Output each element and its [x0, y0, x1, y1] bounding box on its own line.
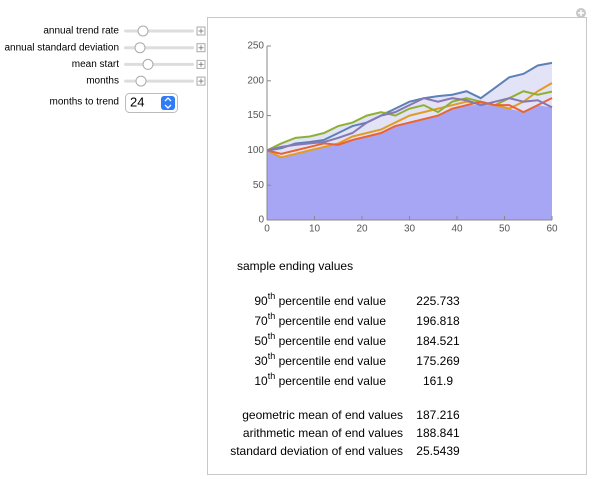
slider-thumb[interactable] [135, 75, 147, 87]
summary-value: 188.841 [416, 426, 460, 440]
slider-track [124, 62, 194, 66]
percentile-text: percentile end value [275, 314, 386, 328]
y-tick-label: 50 [253, 180, 265, 191]
stats-heading: sample ending values [237, 259, 353, 273]
slider-expand-icon [198, 78, 204, 84]
ordinal: 90 [254, 294, 268, 308]
percentile-value: 196.818 [416, 314, 460, 328]
y-tick-label: 200 [247, 75, 264, 86]
x-tick-label: 60 [546, 224, 558, 235]
x-tick-label: 0 [264, 224, 270, 235]
ordinal: 30 [254, 354, 268, 368]
percentile-label: 10th percentile end value [254, 371, 386, 388]
ordinal-suffix: th [268, 291, 276, 301]
ordinal: 10 [254, 374, 268, 388]
y-tick-label: 250 [247, 41, 264, 52]
x-tick-label: 40 [451, 224, 463, 235]
ordinal-suffix: th [268, 351, 276, 361]
slider-thumb[interactable] [134, 42, 146, 54]
area-fill [267, 105, 552, 220]
y-tick-label: 0 [258, 215, 264, 226]
slider-thumb[interactable] [137, 25, 149, 37]
y-tick-label: 150 [247, 110, 264, 121]
x-tick-label: 20 [356, 224, 368, 235]
x-tick-label: 10 [309, 224, 321, 235]
percentile-text: percentile end value [275, 334, 386, 348]
percentile-label: 70th percentile end value [254, 311, 386, 328]
slider-label: annual trend rate [43, 26, 119, 37]
slider-label: months [86, 76, 119, 87]
slider-expand-icon [198, 61, 204, 67]
ordinal-suffix: th [268, 331, 276, 341]
slider-label: mean start [72, 59, 119, 70]
summary-value: 25.5439 [416, 444, 460, 458]
popup-arrow-icon [164, 97, 172, 109]
series-line [266, 61, 553, 152]
series-line [266, 82, 553, 159]
popup-value: 24 [130, 94, 144, 109]
percentile-value: 175.269 [416, 354, 460, 368]
popup-arrows [161, 96, 175, 110]
percentile-value: 225.733 [416, 294, 460, 308]
slider-label: annual standard deviation [4, 42, 119, 53]
percentile-text: percentile end value [275, 354, 386, 368]
x-tick-label: 30 [404, 224, 416, 235]
percentile-label: 90th percentile end value [254, 291, 386, 308]
series-line [266, 97, 553, 155]
ordinal-suffix: th [268, 371, 276, 381]
ordinal-suffix: th [268, 311, 276, 321]
y-tick-label: 100 [247, 145, 264, 156]
summary-label: arithmetic mean of end values [243, 426, 403, 440]
percentile-label: 50th percentile end value [254, 331, 386, 348]
popup-label: months to trend [50, 97, 119, 108]
slider-thumb[interactable] [142, 58, 154, 70]
percentile-label: 30th percentile end value [254, 351, 386, 368]
slider-track [124, 29, 194, 33]
ordinal: 70 [254, 314, 268, 328]
percentile-text: percentile end value [275, 294, 386, 308]
summary-label: geometric mean of end values [242, 408, 403, 422]
percentile-value: 184.521 [416, 334, 460, 348]
expand-icon [578, 10, 584, 16]
percentile-value: 161.9 [423, 374, 453, 388]
slider-expand-icon [198, 45, 204, 51]
percentile-text: percentile end value [275, 374, 386, 388]
series-line [266, 97, 553, 152]
ordinal: 50 [254, 334, 268, 348]
summary-value: 187.216 [416, 408, 460, 422]
x-tick-label: 50 [499, 224, 511, 235]
slider-track [124, 79, 194, 83]
summary-label: standard deviation of end values [230, 444, 403, 458]
slider-expand-icon [198, 28, 204, 34]
series-line [266, 90, 553, 152]
